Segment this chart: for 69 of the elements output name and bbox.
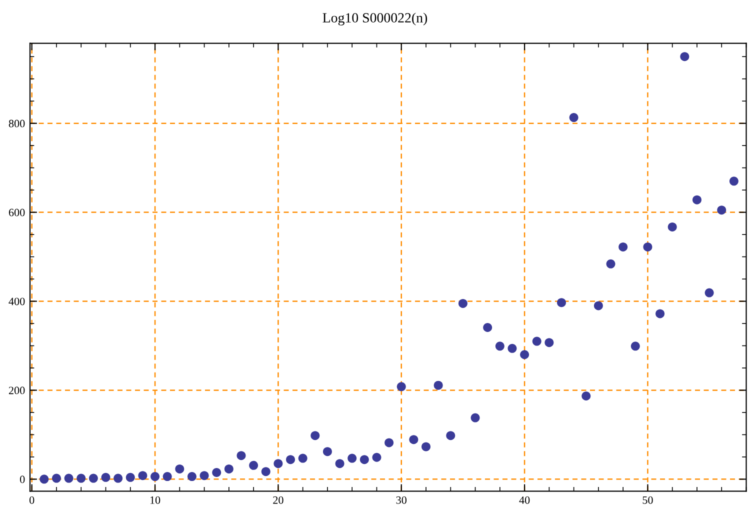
chart-title: Log10 S000022(n) [322,12,428,26]
point [544,338,554,348]
point [396,382,406,392]
point [508,344,517,353]
y-tick-label: 600 [8,208,25,216]
point [422,442,430,452]
point [692,195,702,204]
x-tick-label: 50 [642,496,653,504]
point [643,242,652,252]
point [384,438,394,448]
y-tick-label: 800 [8,120,25,128]
point [138,471,148,480]
y-tick-label: 400 [8,298,25,306]
point [126,472,135,482]
point [470,413,480,422]
point [175,464,184,474]
point [372,452,382,462]
x-tick-label: 0 [29,496,34,504]
point [630,342,640,351]
point [717,206,726,215]
point [360,455,369,464]
point [114,474,123,483]
x-tick-label: 30 [396,496,406,504]
point [261,467,270,476]
point [434,380,443,390]
point [224,464,234,474]
point [335,459,344,468]
point [88,474,98,483]
point [618,242,628,252]
point [606,259,616,268]
point [556,298,566,308]
point [212,468,222,478]
point [409,435,418,444]
point [680,52,690,62]
y-tick-label: 200 [8,386,25,394]
point [236,451,246,460]
point [249,460,258,470]
point [458,298,468,308]
point [298,454,308,463]
point [64,474,74,483]
point [274,459,283,468]
point [187,472,196,482]
x-tick-label: 40 [519,496,530,504]
point [286,455,296,464]
point [668,222,677,232]
point [40,474,49,484]
point [150,472,160,482]
point [52,474,61,483]
point [495,342,504,351]
point [483,322,492,332]
point [594,301,603,310]
point [76,474,86,483]
point [310,431,320,440]
point [532,336,542,346]
point [520,350,530,360]
point [582,391,591,400]
point [162,472,172,482]
point [569,113,578,122]
y-tick-label: 0 [20,476,25,484]
point [200,471,209,480]
point [656,309,665,318]
x-tick-label: 10 [150,496,160,504]
point [446,431,456,440]
point [348,454,357,463]
x-tick-label: 20 [273,496,284,504]
point [729,176,738,186]
point [101,472,110,482]
point [704,288,714,298]
point [322,447,332,456]
